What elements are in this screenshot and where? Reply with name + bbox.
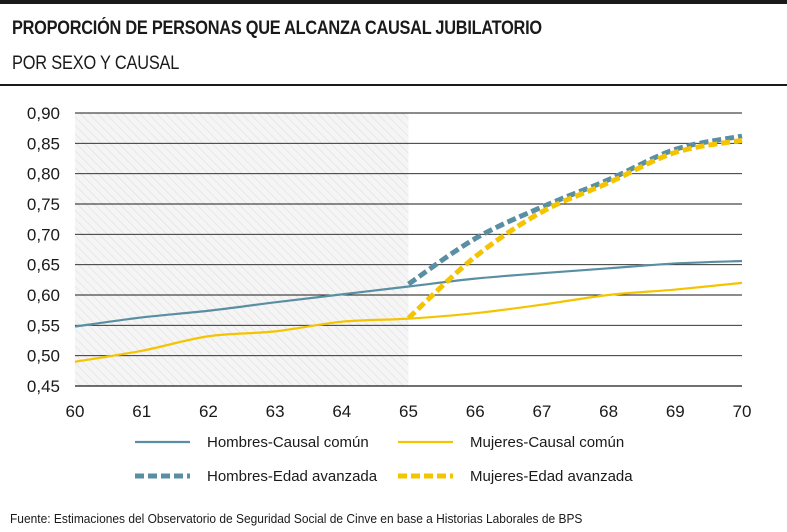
series-line-mujeres-edad-avanzada bbox=[406, 137, 743, 320]
series-line-hombres-edad-avanzada bbox=[407, 133, 743, 287]
y-tick-label: 0,45 bbox=[27, 377, 60, 396]
legend-label: Mujeres-Causal común bbox=[470, 434, 624, 451]
x-tick-label: 65 bbox=[399, 402, 418, 421]
line-chart: 0,45 0,50 0,55 0,60 0,65 0,70 0,75 0,80 0,85 0,90… bbox=[27, 104, 752, 485]
y-tick-label: 0,80 bbox=[27, 165, 60, 184]
y-tick-label: 0,65 bbox=[27, 256, 60, 275]
header-divider bbox=[0, 84, 787, 86]
x-tick-label: 62 bbox=[199, 402, 218, 421]
y-tick-label: 0,90 bbox=[27, 104, 60, 123]
y-tick-label: 0,85 bbox=[27, 134, 60, 153]
legend-label: Hombres-Causal común bbox=[207, 434, 369, 451]
chart-subtitle: POR SEXO Y CAUSAL bbox=[12, 53, 180, 74]
x-tick-label: 60 bbox=[66, 402, 85, 421]
x-tick-label: 61 bbox=[132, 402, 151, 421]
legend-label: Hombres-Edad avanzada bbox=[207, 468, 378, 485]
x-tick-label: 70 bbox=[733, 402, 752, 421]
y-tick-label: 0,75 bbox=[27, 195, 60, 214]
y-tick-label: 0,70 bbox=[27, 225, 60, 244]
legend-label: Mujeres-Edad avanzada bbox=[470, 468, 633, 485]
top-bar bbox=[0, 0, 787, 4]
chart-title: PROPORCIÓN DE PERSONAS QUE ALCANZA CAUSA… bbox=[12, 18, 542, 39]
x-tick-label: 69 bbox=[666, 402, 685, 421]
x-tick-label: 67 bbox=[532, 402, 551, 421]
y-tick-label: 0,50 bbox=[27, 347, 60, 366]
x-tick-label: 64 bbox=[332, 402, 351, 421]
y-tick-label: 0,60 bbox=[27, 286, 60, 305]
x-tick-label: 63 bbox=[266, 402, 285, 421]
series-line-mujeres-causal-comun bbox=[74, 281, 743, 363]
shaded-region bbox=[75, 113, 409, 386]
x-tick-label: 66 bbox=[466, 402, 485, 421]
source-note: Fuente: Estimaciones del Observatorio de… bbox=[10, 511, 583, 526]
y-tick-label: 0,55 bbox=[27, 316, 60, 335]
x-tick-label: 68 bbox=[599, 402, 618, 421]
series-line-hombres-causal-comun bbox=[74, 259, 743, 328]
